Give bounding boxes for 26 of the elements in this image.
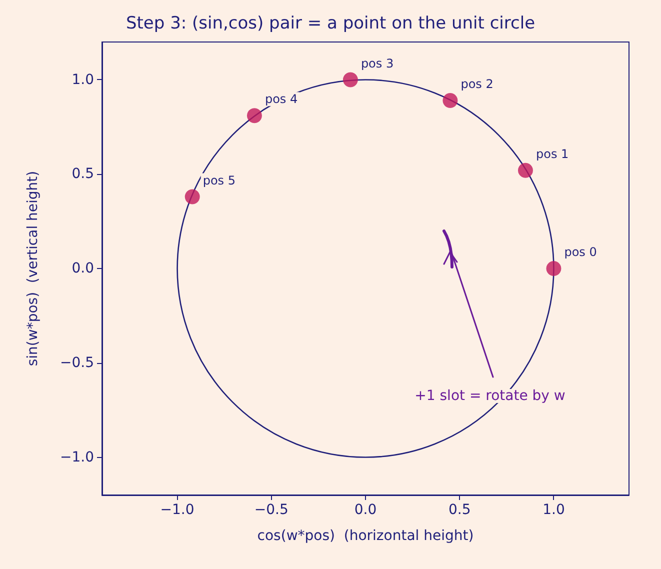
point bbox=[518, 162, 533, 178]
y-tick-label: −1.0 bbox=[60, 449, 94, 466]
point bbox=[546, 261, 562, 276]
point bbox=[184, 189, 200, 204]
x-tick-label: 1.0 bbox=[542, 502, 565, 518]
chart-title: Step 3: (sin,cos) pair = a point on the unit circle bbox=[126, 14, 536, 34]
annotation: +1 slot = rotate by w bbox=[414, 388, 566, 404]
point bbox=[442, 93, 458, 108]
data-label: pos 1 bbox=[536, 146, 569, 161]
data-label: pos 3 bbox=[360, 56, 394, 70]
data-label: pos 5 bbox=[202, 173, 236, 188]
x-axis-title: cos(w*pos) (horizontal height) bbox=[257, 528, 474, 544]
point bbox=[246, 108, 262, 124]
x-tick-label: 0.0 bbox=[354, 502, 377, 518]
y-tick-label: 0.0 bbox=[72, 260, 94, 276]
point bbox=[342, 72, 358, 88]
y-tick-label: −0.5 bbox=[60, 354, 94, 371]
data-label: pos 4 bbox=[264, 92, 298, 106]
x-tick-label: −1.0 bbox=[160, 502, 194, 518]
x-tick-label: −0.5 bbox=[254, 502, 288, 518]
data-label: pos 2 bbox=[460, 77, 494, 92]
x-tick-label: 0.5 bbox=[448, 502, 471, 518]
y-axis-title: sin(w*pos) (vertical height) bbox=[25, 170, 41, 366]
data-label: pos 0 bbox=[564, 245, 597, 259]
y-tick-label: 1.0 bbox=[72, 72, 94, 88]
y-tick-label: 0.5 bbox=[72, 166, 94, 182]
